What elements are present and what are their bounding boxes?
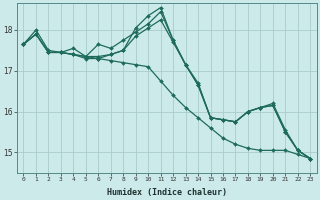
X-axis label: Humidex (Indice chaleur): Humidex (Indice chaleur) — [107, 188, 227, 197]
